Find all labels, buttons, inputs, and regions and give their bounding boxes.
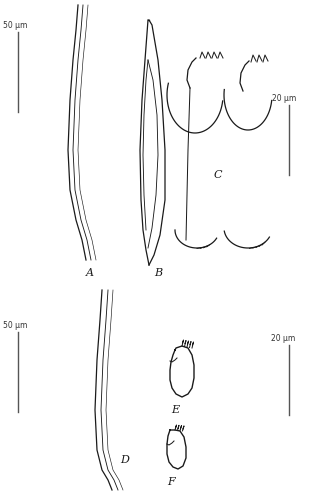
- Text: F: F: [167, 477, 175, 487]
- Text: 20 μm: 20 μm: [272, 94, 296, 103]
- Text: B: B: [154, 268, 162, 278]
- Text: A: A: [86, 268, 94, 278]
- Text: 50 μm: 50 μm: [3, 21, 27, 30]
- Text: 50 μm: 50 μm: [3, 321, 27, 330]
- Text: D: D: [121, 455, 129, 465]
- Text: E: E: [171, 405, 179, 415]
- Text: C: C: [214, 170, 222, 180]
- Text: 20 μm: 20 μm: [271, 334, 295, 343]
